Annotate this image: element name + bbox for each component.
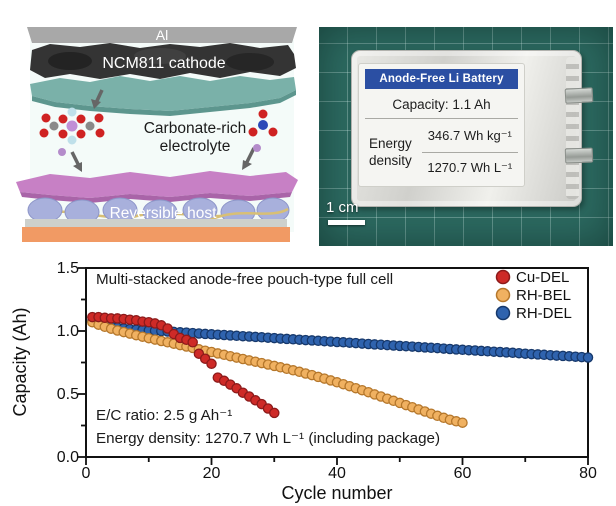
spec-volumetric-energy: 1270.7 Wh L⁻¹ [427,159,513,175]
y-tick-label: 0.0 [57,449,79,466]
data-point-Cu-DEL [206,358,217,370]
al-current-collector-layer [27,27,297,43]
spec-gravimetric-energy: 346.7 Wh kg⁻¹ [421,121,518,153]
x-tick-label: 40 [328,465,346,482]
spec-energy-title: Energy density [365,121,422,183]
spec-capacity-line: Capacity: 1.1 Ah [365,91,518,119]
x-axis-title: Cycle number [281,483,392,503]
cycle-performance-chart: 1.5 1.0 0.5 0.0 0 20 40 60 80 Cycle numb… [10,260,597,503]
data-points [87,311,594,428]
spec-header: Anode-Free Li Battery [365,69,518,89]
x-tick-label: 0 [82,465,91,482]
battery-schematic-panel: Al NCM811 cathode Carbonate-rich [16,27,298,242]
data-point-RH-DEL [582,352,594,363]
legend-marker-rh-bel [495,287,511,303]
data-point-RH-BEL [457,417,468,428]
ec-ratio-annotation: E/C ratio: 2.5 g Ah⁻¹ [96,407,232,424]
y-tick-label: 0.5 [57,386,79,403]
legend-label-rh-del: RH-DEL [516,305,572,322]
x-tick-label: 60 [454,465,472,482]
legend-marker-cu-del [495,269,511,285]
spec-energy-section: Energy density 346.7 Wh kg⁻¹ 1270.7 Wh L… [365,121,518,183]
y-axis-title: Capacity (Ah) [10,307,30,416]
y-tick-label: 1.5 [57,260,79,277]
x-tick-label: 80 [579,465,597,482]
legend-marker-rh-del [495,305,511,321]
chart-legend: Cu-DEL RH-BEL RH-DEL [495,269,572,322]
pouch-crimp-edge [566,57,579,199]
spec-energy-title-line2: density [369,153,412,168]
flow-arrows [70,89,256,172]
pouch-cell-photo: Anode-Free Li Battery Capacity: 1.1 Ah E… [319,27,613,246]
base-layer [22,227,290,242]
carbonate-molecule [39,107,105,156]
cathode-label: NCM811 cathode [102,55,225,72]
legend-label-rh-bel: RH-BEL [516,287,571,304]
cathode-texture [48,52,92,70]
cathode-texture [226,53,274,71]
energy-density-annotation: Energy density: 1270.7 Wh L⁻¹ (including… [96,430,440,447]
y-tick-label: 1.0 [57,323,79,340]
pouch-tab-negative [564,147,594,164]
electrolyte-label-line2: electrolyte [160,138,231,155]
substrate-layer [25,219,287,227]
chart-title-annotation: Multi-stacked anode-free pouch-type full… [96,271,393,288]
spec-energy-title-line1: Energy [369,136,412,151]
electrolyte-label-line1: Carbonate-rich [144,120,247,137]
cathode-coating-shadow [32,90,296,116]
al-label: Al [156,27,168,43]
x-tick-label: 20 [203,465,221,482]
pouch-tab-positive [564,87,594,104]
plot-border [85,267,589,458]
scale-bar [328,220,365,225]
battery-spec-label: Anode-Free Li Battery Capacity: 1.1 Ah E… [358,63,525,187]
data-point-Cu-DEL [187,337,198,348]
legend-label-cu-del: Cu-DEL [516,269,569,286]
electrolyte-layer [16,171,298,198]
spec-energy-values: 346.7 Wh kg⁻¹ 1270.7 Wh L⁻¹ [421,121,518,183]
host-spheres [27,197,290,225]
scale-bar-label: 1 cm [326,199,359,216]
nitrate-molecule [248,109,278,152]
cathode-texture [134,48,186,64]
host-label: Reversible host [110,205,218,222]
data-point-Cu-DEL [269,407,280,419]
